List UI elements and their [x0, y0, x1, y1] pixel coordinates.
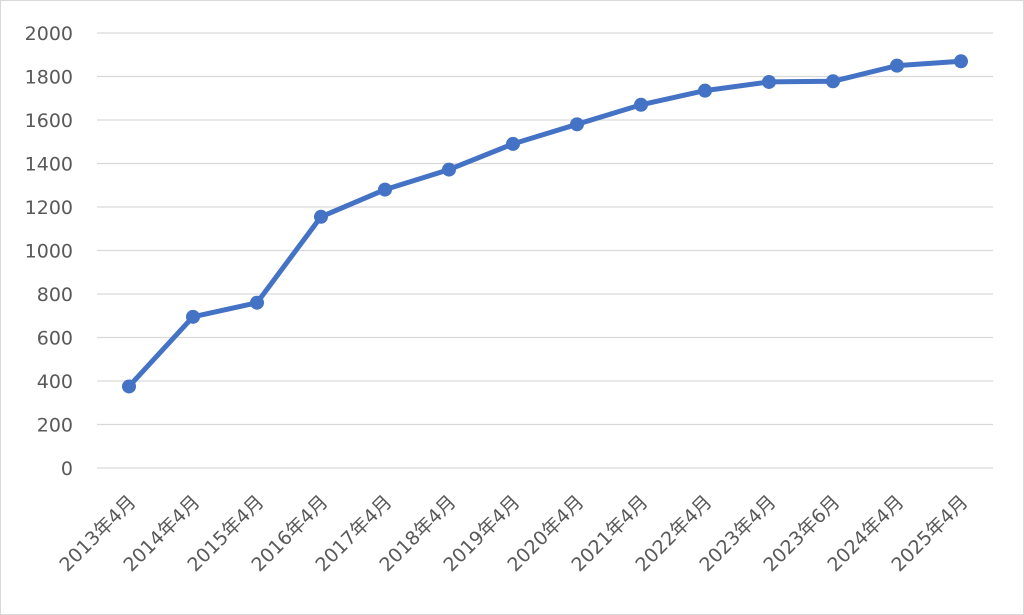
y-tick-label: 600 [37, 328, 73, 350]
series-line-0 [126, 58, 964, 389]
data-point [826, 74, 840, 89]
data-point [954, 54, 968, 69]
y-tick-label: 400 [37, 371, 73, 393]
data-point [186, 309, 200, 324]
y-tick-label: 200 [37, 415, 73, 437]
data-point [634, 97, 648, 112]
data-point [506, 136, 520, 151]
data-point [122, 379, 136, 394]
series-layer [122, 54, 968, 394]
data-point [314, 209, 328, 224]
y-tick-label: 0 [61, 458, 73, 480]
data-point [890, 58, 904, 73]
y-tick-label: 1200 [25, 197, 73, 219]
data-point [762, 74, 776, 89]
y-tick-label: 1600 [25, 110, 73, 132]
y-tick-label: 1800 [25, 67, 73, 89]
data-point [442, 162, 456, 177]
data-point [570, 117, 584, 132]
y-tick-label: 800 [37, 284, 73, 306]
x-axis-tick-labels: 2013年4月2014年4月2015年4月2016年4月2017年4月2018年… [55, 491, 972, 576]
y-tick-label: 2000 [25, 23, 73, 45]
y-tick-label: 1400 [25, 154, 73, 176]
data-point [698, 83, 712, 98]
data-point [378, 182, 392, 197]
gridlines [97, 32, 993, 469]
y-axis-tick-labels: 0 200 400 600 800 1000 1200 1400 1600 1800 2000 [25, 23, 73, 480]
y-tick-label: 1000 [25, 241, 73, 263]
data-point [250, 295, 264, 310]
